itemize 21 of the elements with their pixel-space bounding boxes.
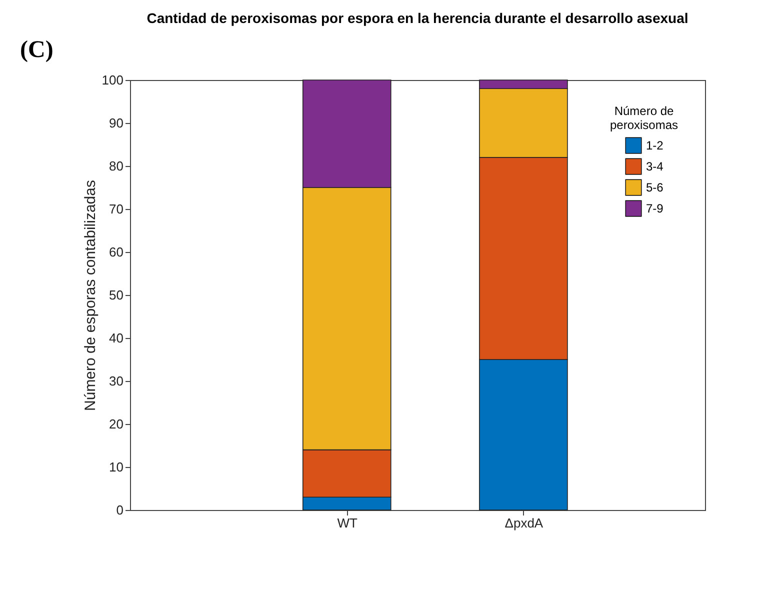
- y-tick-label: 90: [109, 116, 124, 130]
- y-tick-label: 60: [109, 244, 124, 260]
- legend-title: Número de peroxisomas: [610, 104, 678, 132]
- legend-label: 7-9: [646, 202, 664, 216]
- chart-title: Cantidad de peroxisomas por espora en la herencia durante el desarrollo asexual: [146, 10, 688, 26]
- y-tick-label: 30: [109, 374, 124, 388]
- y-tick-label: 10: [109, 460, 124, 474]
- y-tick-label: 80: [109, 158, 124, 174]
- y-tick-label: 20: [109, 416, 124, 432]
- legend-label: 1-2: [646, 138, 664, 152]
- y-tick-label: 50: [109, 288, 124, 302]
- y-axis-title: Número de esporas contabilizadas: [82, 180, 99, 411]
- legend-label: 3-4: [646, 160, 664, 174]
- y-tick-label: 70: [109, 202, 124, 216]
- y-tick-label: 0: [116, 502, 124, 518]
- legend-label: 5-6: [646, 180, 664, 194]
- x-tick-label: ΔpxdA: [504, 516, 544, 530]
- text: (C): [20, 37, 54, 63]
- y-tick-label: 40: [109, 330, 124, 346]
- x-tick-label: WT: [337, 516, 358, 530]
- y-tick-label: 100: [102, 72, 124, 88]
